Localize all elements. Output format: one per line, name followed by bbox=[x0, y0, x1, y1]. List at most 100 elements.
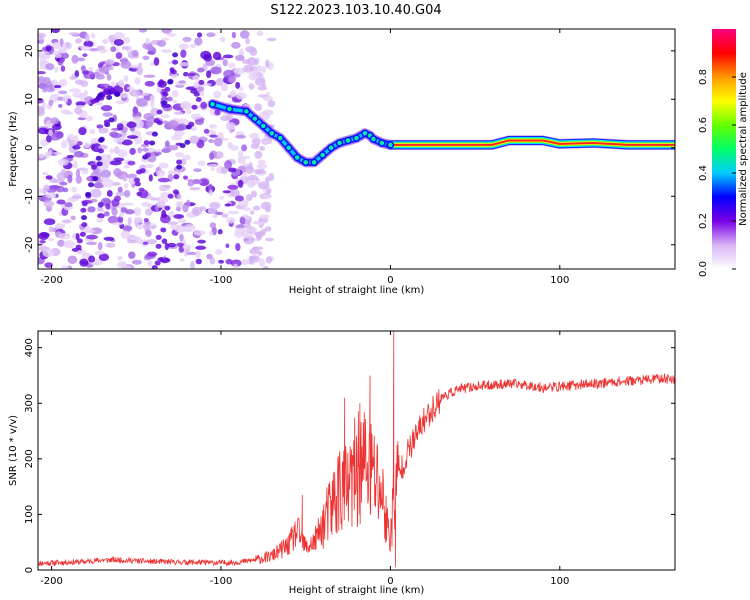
noise-cell bbox=[48, 226, 54, 233]
noise-cell bbox=[180, 49, 187, 58]
noise-cell bbox=[245, 38, 250, 45]
noise-cell bbox=[126, 135, 139, 139]
noise-cell bbox=[156, 40, 167, 47]
noise-cell bbox=[209, 134, 218, 138]
noise-cell bbox=[117, 149, 128, 158]
noise-cell bbox=[150, 225, 156, 229]
noise-cell bbox=[42, 87, 48, 93]
noise-cell bbox=[98, 253, 110, 261]
noise-cell bbox=[99, 83, 110, 88]
noise-cell bbox=[238, 150, 244, 159]
streak-cell bbox=[188, 121, 195, 127]
noise-cell bbox=[103, 236, 115, 241]
noise-cell bbox=[206, 32, 216, 38]
noise-cell bbox=[90, 188, 102, 198]
noise-cell bbox=[128, 177, 137, 185]
noise-cell bbox=[233, 263, 238, 268]
noise-cell bbox=[230, 90, 237, 98]
noise-cell bbox=[122, 37, 131, 44]
streak-cell bbox=[161, 213, 168, 219]
noise-cell bbox=[56, 199, 66, 205]
noise-cell bbox=[248, 261, 255, 265]
noise-cell bbox=[180, 101, 192, 109]
noise-cell bbox=[88, 66, 93, 72]
streak-cell bbox=[96, 161, 103, 167]
snr-x-tick-label: 100 bbox=[550, 576, 569, 587]
noise-cell bbox=[109, 160, 122, 166]
noise-cell bbox=[127, 160, 136, 166]
noise-cell bbox=[268, 173, 275, 181]
snr-x-tick-label: -100 bbox=[210, 576, 233, 587]
noise-cell bbox=[174, 111, 184, 115]
noise-cell bbox=[239, 216, 246, 225]
noise-cell bbox=[222, 54, 234, 59]
noise-cell bbox=[166, 221, 179, 226]
noise-cell bbox=[109, 131, 119, 138]
streak-cell bbox=[97, 148, 104, 154]
noise-cell bbox=[94, 250, 105, 255]
snr-y-tick-label: 100 bbox=[24, 505, 35, 524]
noise-cell bbox=[45, 175, 53, 180]
noise-cell bbox=[231, 31, 237, 39]
colorbar-tick-label: 0.0 bbox=[698, 261, 709, 277]
noise-cell bbox=[167, 170, 175, 174]
noise-cell bbox=[156, 87, 162, 93]
noise-cell bbox=[117, 255, 123, 261]
noise-cell bbox=[75, 101, 86, 107]
noise-cell bbox=[195, 119, 204, 125]
noise-cell bbox=[178, 43, 190, 50]
noise-cell bbox=[127, 86, 134, 90]
noise-cell bbox=[235, 81, 241, 89]
noise-cell bbox=[209, 123, 217, 129]
noise-cell bbox=[221, 82, 229, 92]
noise-cell bbox=[81, 167, 89, 175]
ridge-peak bbox=[284, 144, 293, 152]
ridge-peak bbox=[369, 135, 378, 143]
noise-cell bbox=[240, 259, 251, 265]
streak-cell bbox=[167, 193, 174, 199]
noise-cell bbox=[105, 202, 111, 210]
noise-cell bbox=[256, 221, 265, 225]
streak-cell bbox=[139, 168, 146, 174]
noise-cell bbox=[38, 108, 46, 117]
noise-cell bbox=[38, 32, 46, 39]
noise-cell bbox=[44, 262, 53, 268]
noise-cell bbox=[219, 36, 226, 43]
noise-cell bbox=[154, 151, 160, 157]
noise-cell bbox=[209, 201, 221, 209]
spectrogram-y-tick-label: 0 bbox=[24, 145, 35, 151]
noise-cell bbox=[41, 171, 49, 176]
noise-cell bbox=[230, 188, 240, 198]
noise-cell bbox=[259, 145, 266, 151]
snr-y-tick-label: 300 bbox=[24, 394, 35, 413]
noise-cell bbox=[107, 215, 119, 224]
noise-cell bbox=[227, 76, 237, 84]
noise-cell bbox=[250, 143, 260, 150]
noise-cell bbox=[84, 229, 96, 233]
noise-cell bbox=[210, 66, 222, 75]
streak-cell bbox=[85, 191, 92, 197]
noise-cell bbox=[171, 90, 179, 98]
noise-cell bbox=[195, 245, 207, 250]
noise-cell bbox=[97, 213, 105, 219]
noise-cell bbox=[254, 150, 263, 159]
noise-cell bbox=[63, 240, 76, 249]
noise-cell bbox=[113, 146, 120, 154]
noise-cell bbox=[71, 195, 82, 200]
noise-cell bbox=[260, 201, 272, 210]
noise-cell bbox=[224, 160, 233, 170]
ridge-peak bbox=[344, 136, 352, 145]
noise-cell bbox=[178, 80, 186, 84]
noise-cell bbox=[262, 265, 269, 269]
noise-cell bbox=[253, 59, 259, 66]
spectrogram-plot-area bbox=[38, 29, 675, 269]
streak-cell bbox=[193, 91, 200, 97]
streak-cell bbox=[144, 152, 151, 158]
spectrogram-y-tick-label: 10 bbox=[24, 93, 35, 106]
noise-cell bbox=[145, 229, 152, 238]
noise-cell bbox=[203, 53, 213, 62]
noise-cell bbox=[90, 261, 99, 266]
noise-cell bbox=[225, 121, 236, 131]
noise-cell bbox=[249, 179, 260, 185]
